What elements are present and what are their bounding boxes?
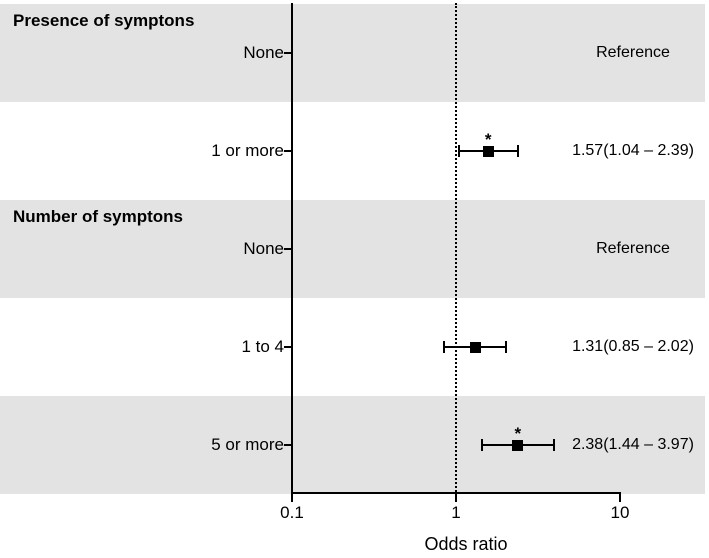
row-label: None (243, 239, 284, 258)
value-label: Reference (596, 44, 670, 61)
row-tick (284, 444, 293, 446)
ci-cap-left (443, 341, 446, 353)
row-label: 5 or more (211, 435, 284, 454)
point-marker (482, 145, 494, 157)
x-axis-line (291, 492, 621, 494)
reference-dotted-line (455, 3, 457, 492)
x-tick-label: 10 (610, 503, 630, 522)
row-tick (284, 248, 293, 250)
value-label: 1.57(1.04 – 2.39) (572, 142, 694, 159)
significance-asterisk: * (514, 424, 522, 443)
x-tick (291, 494, 293, 502)
ci-cap-right (505, 341, 508, 353)
row-tick (284, 52, 293, 54)
x-axis-title: Odds ratio (424, 534, 508, 554)
ci-cap-right (553, 439, 556, 451)
section-header: Number of symptons (13, 207, 184, 226)
ci-cap-left (480, 439, 483, 451)
row-label: 1 to 4 (241, 337, 284, 356)
section-header: Presence of symptons (13, 11, 195, 30)
point-marker (469, 341, 481, 353)
ci-cap-left (457, 145, 460, 157)
x-tick (619, 494, 621, 502)
row-band (0, 4, 705, 102)
row-band (0, 200, 705, 298)
x-tick (455, 494, 457, 502)
point-marker (512, 439, 524, 451)
row-tick (284, 346, 293, 348)
value-label: 1.31(0.85 – 2.02) (572, 338, 694, 355)
significance-asterisk: * (484, 130, 492, 149)
x-tick-label: 1 (451, 503, 461, 522)
row-label: 1 or more (211, 141, 284, 160)
value-label: 2.38(1.44 – 3.97) (572, 436, 694, 453)
row-band (0, 396, 705, 494)
row-label: None (243, 43, 284, 62)
ci-cap-right (517, 145, 520, 157)
row-tick (284, 150, 293, 152)
x-tick-label: 0.1 (280, 503, 304, 522)
y-axis-line (291, 3, 293, 494)
value-label: Reference (596, 240, 670, 257)
